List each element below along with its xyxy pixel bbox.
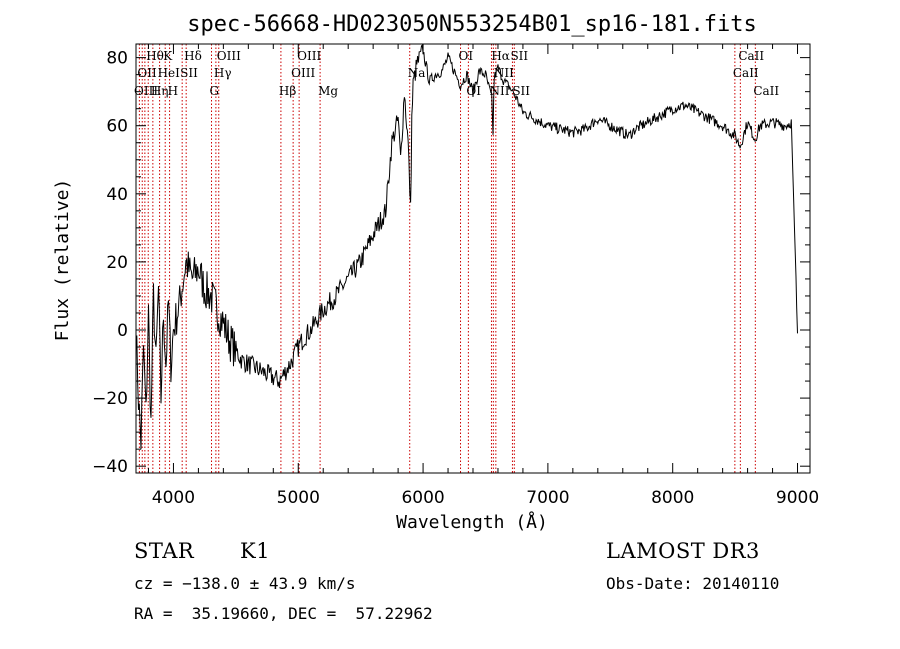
y-tick-label: 80	[106, 49, 128, 69]
subclass-label: K1	[240, 539, 271, 563]
line-label: Hβ	[279, 84, 296, 98]
class-label: STAR	[134, 539, 195, 563]
line-label: SII	[180, 66, 198, 80]
x-tick-label: 9000	[776, 488, 819, 508]
redshift-label: cz = −138.0 ± 43.9 km/s	[134, 574, 356, 593]
plot-frame	[135, 43, 811, 474]
y-tick-label: 20	[106, 253, 128, 273]
y-tick-label: −40	[92, 457, 128, 477]
line-label: H	[168, 84, 178, 98]
line-label: Mg	[318, 84, 338, 98]
line-label: OIII	[217, 49, 241, 63]
x-tick-label: 5000	[277, 488, 320, 508]
line-label: Hα	[491, 49, 510, 63]
x-tick-label: 4000	[152, 488, 195, 508]
spectrum-line	[135, 44, 798, 450]
line-label: SII	[512, 84, 530, 98]
line-label: CaII	[738, 49, 764, 63]
line-label: Hγ	[214, 66, 232, 80]
x-tick-label: 8000	[651, 488, 694, 508]
x-axis-label: Wavelength (Å)	[396, 511, 548, 533]
line-label: HeI	[158, 66, 181, 80]
line-label: OII	[137, 66, 157, 80]
line-label: OIII	[134, 84, 158, 98]
line-label: Hη	[151, 84, 169, 98]
x-tick-label: 6000	[401, 488, 444, 508]
line-label: NII	[489, 84, 509, 98]
line-label: OIII	[291, 66, 315, 80]
line-label: CaII	[753, 84, 779, 98]
coordinates-label: RA = 35.19660, DEC = 57.22962	[134, 604, 433, 623]
line-label: Na	[408, 66, 426, 80]
y-tick-label: 0	[117, 321, 128, 341]
axis-tick-layer: 4000 5000 6000 7000 8000 9000 −40 −20 0 20 40 60 80	[92, 44, 819, 508]
y-tick-label: 60	[106, 117, 128, 137]
chart-title: spec-56668-HD023050N553254B01_sp16-181.f…	[187, 12, 757, 37]
line-label: OIII	[297, 49, 321, 63]
line-label: Hδ	[184, 49, 202, 63]
y-axis-label: Flux (relative)	[52, 179, 73, 342]
y-tick-label: −20	[92, 389, 128, 409]
line-label: OI	[459, 49, 474, 63]
line-label: K	[163, 49, 173, 63]
line-label: SII	[510, 49, 528, 63]
line-label: G	[210, 84, 220, 98]
marker-line-layer	[138, 44, 756, 473]
x-tick-label: 7000	[526, 488, 569, 508]
line-label: Hθ	[146, 49, 164, 63]
line-label: CaII	[733, 66, 759, 80]
y-tick-label: 40	[106, 185, 128, 205]
obs-date-label: Obs-Date: 20140110	[606, 574, 780, 593]
survey-label: LAMOST DR3	[606, 539, 760, 563]
